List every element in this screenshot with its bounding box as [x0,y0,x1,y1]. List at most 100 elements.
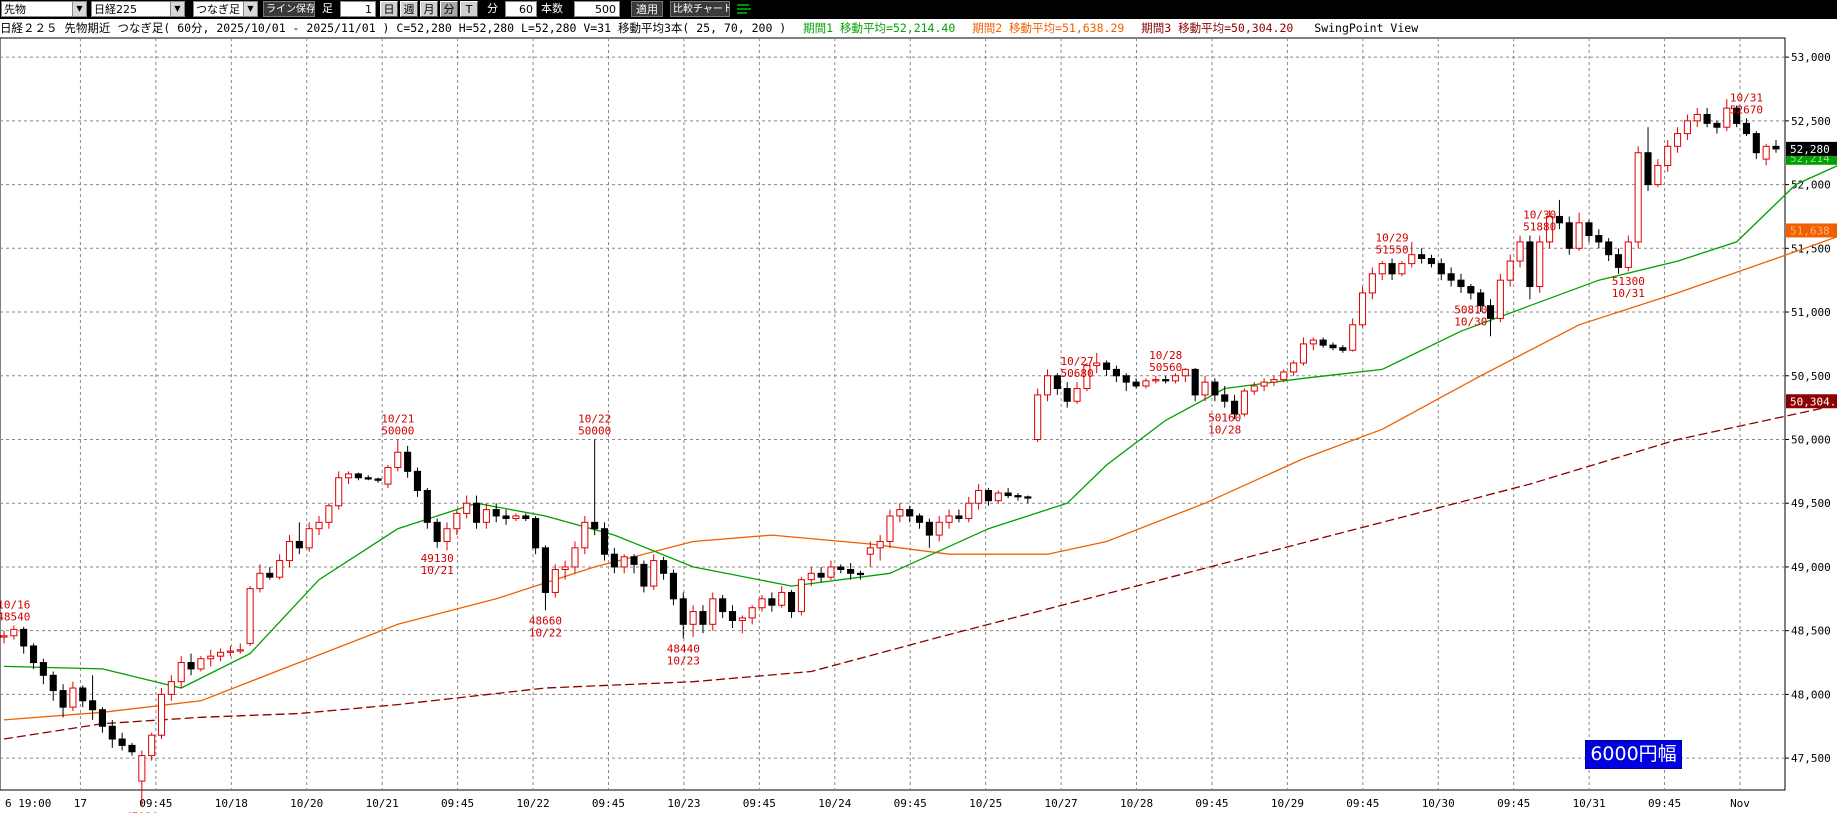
candle-up [1575,222,1583,249]
x-tick-label: 10/25 [969,797,1002,810]
last-price-marker-box [1786,141,1837,156]
ma3-price-marker-box [1786,394,1837,409]
candle-down [1742,122,1751,135]
x-tick-label: 10/22 [516,797,549,810]
x-tick-label: 10/20 [290,797,323,810]
ma3-line [3,404,1837,740]
apply-button[interactable]: 適用 [631,1,663,17]
candle-up [778,591,786,606]
candle-up [1398,263,1406,275]
y-tick-label: 47,500 [1791,752,1831,765]
candle-up [177,662,185,683]
swing-date-label: 10/28 [1149,349,1182,362]
candle-up [148,734,156,757]
candle-down [1103,362,1111,370]
x-tick-label: 6 19:00 [5,797,51,810]
candle-up [10,628,18,637]
candle-up [1270,379,1278,383]
y-tick-label: 51,000 [1791,306,1831,319]
chart-type-value: つなぎ足 [196,3,240,16]
candle-up [207,655,215,660]
candle-up [1674,133,1682,147]
candle-down [1339,347,1347,351]
candle-down [660,560,668,574]
minute-button[interactable]: 分 [440,1,458,17]
candle-down [1526,241,1534,288]
chart-info-main: 日経２２５ 先物期近 つなぎ足( 60分, 2025/10/01 - 2025/… [0,21,787,35]
swing-date-label: 10/16 [0,599,30,612]
candle-down [1329,344,1337,349]
x-tick-label: 09:45 [1648,797,1681,810]
candle-down [404,451,412,472]
minutes-input[interactable]: 60 [505,1,537,17]
candle-down [699,611,707,625]
candle-up [1142,380,1150,387]
x-tick-label: 10/31 [1573,797,1606,810]
day-button[interactable]: 日 [380,1,398,17]
candle-up [1201,381,1209,396]
candle-down [925,521,933,536]
candle-up [197,658,205,670]
candle-up [276,560,284,578]
market-select[interactable]: 先物 ▼ [1,1,87,17]
candle-up [1368,273,1376,294]
candle-down [20,628,28,647]
candle-up [1358,292,1367,326]
candle-down [1053,375,1061,390]
x-tick-label: 09:45 [1195,797,1228,810]
week-button[interactable]: 週 [400,1,418,17]
candle-up [1624,241,1632,268]
candle-up [797,579,805,613]
month-button[interactable]: 月 [420,1,438,17]
symbol-select[interactable]: 日経225 ▼ [91,1,185,17]
candle-down [1713,122,1721,128]
swing-date-label: 10/31 [1730,91,1763,104]
line-save-button[interactable]: ライン保存 [263,1,315,17]
candle-down [719,598,727,613]
candle-down [79,687,87,702]
candle-down [788,591,796,613]
chart-type-select[interactable]: つなぎ足 ▼ [193,1,258,17]
candle-down [1772,145,1780,150]
candle-up [994,492,1002,502]
interval-input[interactable]: 1 [340,1,376,17]
candle-up [748,607,756,619]
compare-chart-button[interactable]: 比較チャート [670,1,730,17]
candle-up [876,540,884,549]
candle-up [305,528,313,549]
candle-up [709,598,717,625]
candle-up [807,572,815,581]
swing-date-label: 10/30 [1454,315,1487,328]
x-tick-label: 09:45 [1497,797,1530,810]
candle-down [1565,222,1573,249]
candle-down [856,572,865,576]
candle-up [1034,394,1042,440]
candle-up [620,556,628,568]
x-tick-label: 10/28 [1120,797,1153,810]
symbol-select-value: 日経225 [94,3,137,16]
bars-input[interactable]: 500 [574,1,620,17]
candle-up [0,635,8,638]
chart-info-bar: 日経２２５ 先物期近 つなぎ足( 60分, 2025/10/01 - 2025/… [0,19,1837,37]
candle-down [433,521,441,542]
candle-down [679,598,687,625]
swing-price-label: 51880 [1523,221,1556,234]
swing-price-label: 50560 [1149,361,1182,374]
tick-button[interactable]: T [460,1,478,17]
bar-lines-icon[interactable] [735,1,753,17]
candle-up [1723,107,1731,128]
ashi-label: 足 [322,2,333,15]
candle-down [1644,152,1652,186]
candle-up [1073,388,1081,402]
candle-down [1457,279,1465,288]
chevron-down-icon: ▼ [243,2,257,16]
bars-label: 本数 [541,2,563,15]
candle-down [354,473,362,479]
candle-down [1614,254,1623,268]
candle-up [1181,368,1189,377]
candle-up [1043,375,1052,396]
swing-price-label: 48660 [529,614,562,627]
candle-up [1683,120,1691,135]
candle-down [1004,492,1012,497]
candle-up [896,509,904,517]
